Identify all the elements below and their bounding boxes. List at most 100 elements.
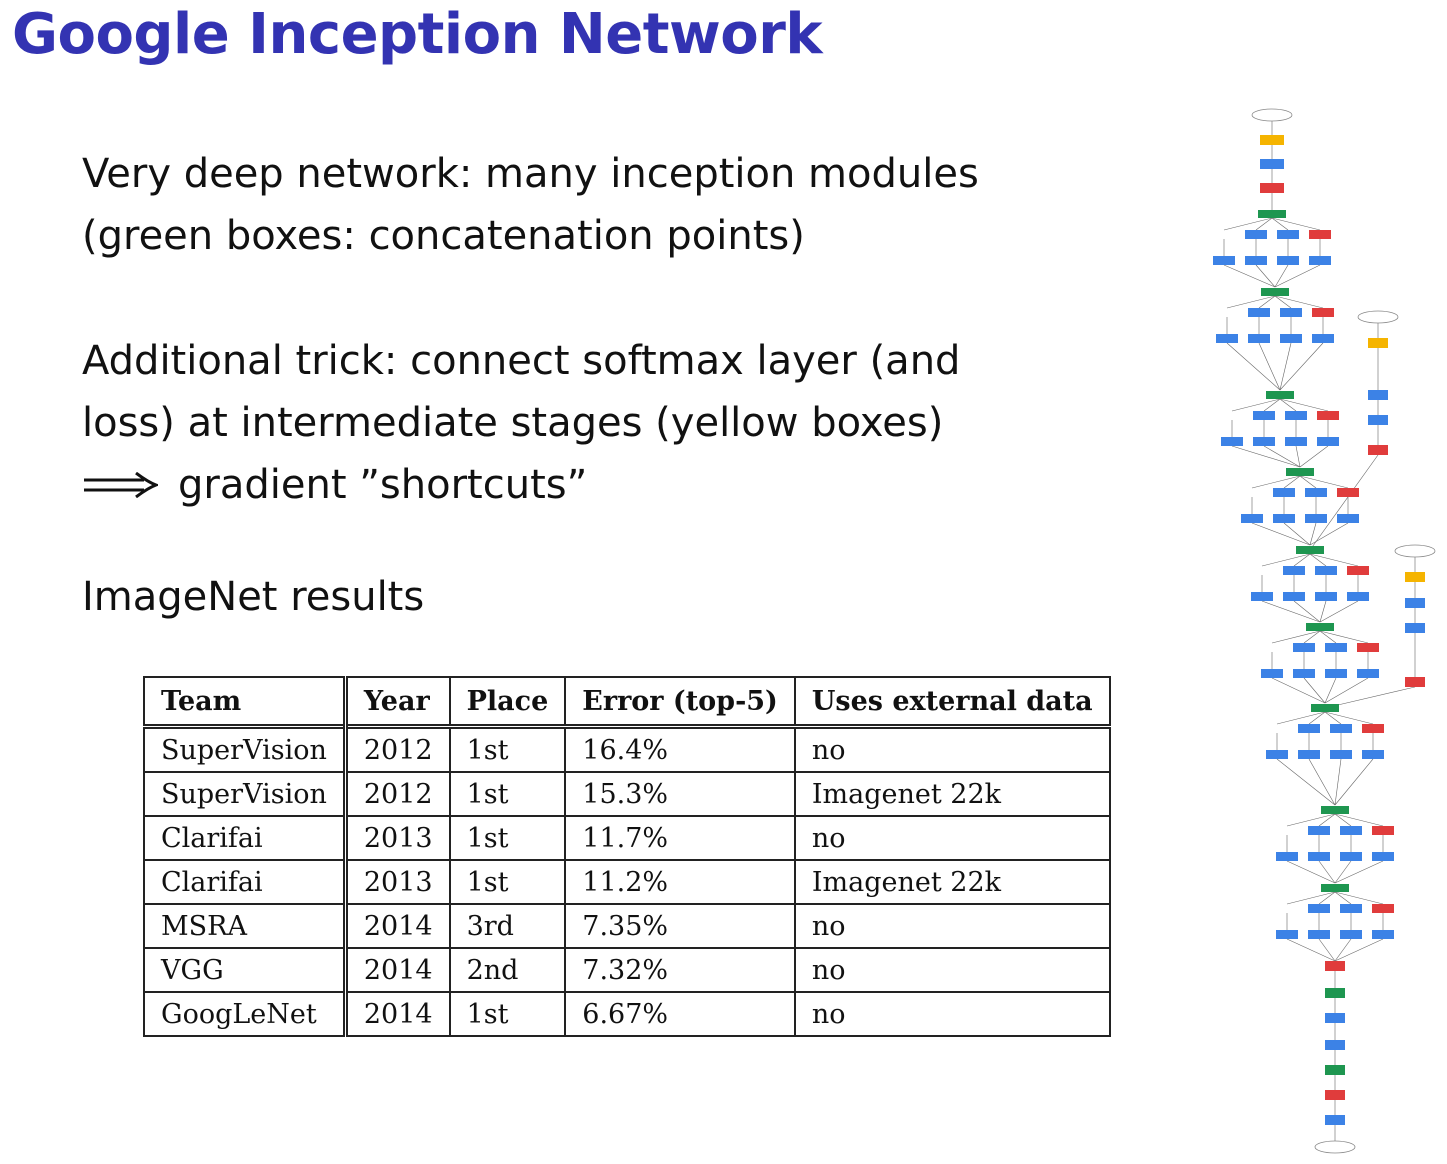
inception-branch-node: [1330, 724, 1352, 733]
inception-conv-node: [1340, 930, 1362, 939]
graph-edge: [1263, 398, 1281, 412]
stem-norm-node: [1325, 988, 1345, 998]
inception-conv-node: [1308, 852, 1330, 861]
graph-edge: [1258, 295, 1276, 309]
softmax-activation-node: [1260, 135, 1284, 145]
graph-edge: [1334, 813, 1352, 827]
graph-edge: [1309, 553, 1359, 567]
graph-edge: [1309, 553, 1327, 567]
cell-team: MSRA: [142, 903, 348, 949]
inception-branch-node: [1337, 488, 1359, 497]
inception-branch-node: [1347, 566, 1369, 575]
cell-place: 1st: [448, 859, 567, 905]
graph-edge: [1279, 398, 1297, 412]
inception-branch-node: [1277, 230, 1299, 239]
inception-branch-node: [1298, 724, 1320, 733]
graph-edge: [1319, 600, 1359, 623]
cell-external-data: no: [793, 815, 1111, 861]
graph-edge: [1334, 938, 1384, 962]
inception-conv-node: [1372, 852, 1394, 861]
inception-conv-node: [1253, 437, 1275, 446]
graph-edge: [1324, 711, 1374, 725]
inception-branch-node: [1308, 904, 1330, 913]
inception-conv-node: [1347, 592, 1369, 601]
graph-edge: [1263, 445, 1301, 468]
inception-branch-node: [1315, 566, 1337, 575]
graph-edge: [1223, 264, 1276, 288]
fc-node: [1260, 159, 1284, 169]
graph-edge: [1251, 475, 1301, 489]
cell-place: 1st: [448, 991, 567, 1037]
graph-edge: [1319, 630, 1369, 644]
graph-edge: [1319, 600, 1327, 623]
inception-conv-node: [1213, 256, 1235, 265]
graph-edge: [1303, 630, 1321, 644]
graph-edge: [1274, 295, 1324, 309]
table-row: Clarifai 2013 1st 11.2% Imagenet 22k: [142, 859, 1111, 905]
graph-edge: [1274, 295, 1292, 309]
graph-edge: [1286, 813, 1336, 827]
graph-edge: [1318, 938, 1336, 962]
graph-edge: [1309, 522, 1317, 546]
implies-line: gradient ”shortcuts”: [82, 454, 960, 516]
graph-edge: [1334, 758, 1374, 806]
cell-team: VGG: [142, 947, 348, 993]
paragraph-inception-modules: Very deep network: many inception module…: [82, 143, 979, 267]
graph-edge: [1299, 475, 1349, 489]
aux-classifier-node: [1405, 677, 1425, 687]
graph-edge: [1318, 891, 1336, 905]
paragraph-line: loss) at intermediate stages (yellow box…: [82, 400, 944, 446]
table-row: GoogLeNet 2014 1st 6.67% no: [142, 991, 1111, 1037]
paragraph-line: Very deep network: many inception module…: [82, 151, 979, 197]
inception-conv-node: [1276, 930, 1298, 939]
inception-conv-node: [1337, 514, 1359, 523]
inception-conv-node: [1317, 437, 1339, 446]
inception-branch-node: [1325, 643, 1347, 652]
graph-edge: [1276, 711, 1326, 725]
graph-edge: [1309, 454, 1379, 551]
table-row: VGG 2014 2nd 7.32% no: [142, 947, 1111, 993]
inception-branch-node: [1280, 308, 1302, 317]
cell-error: 11.7%: [564, 815, 796, 861]
inception-conv-node: [1285, 437, 1307, 446]
cell-error: 16.4%: [564, 725, 796, 773]
inception-conv-node: [1362, 750, 1384, 759]
cell-team: Clarifai: [142, 815, 348, 861]
graph-edge: [1318, 860, 1336, 884]
graph-edge: [1308, 758, 1336, 806]
cell-year: 2012: [344, 725, 451, 773]
inception-conv-node: [1312, 334, 1334, 343]
graph-edge: [1295, 445, 1301, 468]
inception-branch-node: [1362, 724, 1384, 733]
inception-branch-node: [1308, 826, 1330, 835]
inception-conv-node: [1221, 437, 1243, 446]
graph-edge: [1308, 711, 1326, 725]
graph-edge: [1274, 264, 1321, 288]
cell-error: 7.35%: [564, 903, 796, 949]
results-table: Team Year Place Error (top-5) Uses exter…: [142, 676, 1111, 1037]
header-year: Year: [344, 676, 451, 728]
concat-node: [1306, 623, 1334, 631]
inception-branch-node: [1340, 826, 1362, 835]
cell-year: 2013: [344, 859, 451, 905]
graph-edge: [1334, 813, 1384, 827]
aux-classifier-node: [1405, 623, 1425, 633]
inception-conv-node: [1277, 256, 1299, 265]
header-team: Team: [142, 676, 348, 728]
stem-pool-node: [1325, 961, 1345, 971]
cell-year: 2013: [344, 815, 451, 861]
cell-place: 1st: [448, 815, 567, 861]
cell-team: SuperVision: [142, 725, 348, 773]
graph-edge: [1334, 938, 1352, 962]
aux-classifier-node: [1368, 445, 1388, 455]
inception-conv-node: [1273, 514, 1295, 523]
cell-external-data: no: [793, 725, 1111, 773]
graph-edge: [1309, 522, 1349, 546]
aux-softmax-output-node: [1357, 310, 1399, 324]
inception-conv-node: [1248, 334, 1270, 343]
concat-node: [1311, 704, 1339, 712]
graph-edge: [1324, 677, 1337, 704]
inception-conv-node: [1216, 334, 1238, 343]
aux-classifier-node: [1368, 390, 1388, 400]
inception-branch-node: [1293, 643, 1315, 652]
